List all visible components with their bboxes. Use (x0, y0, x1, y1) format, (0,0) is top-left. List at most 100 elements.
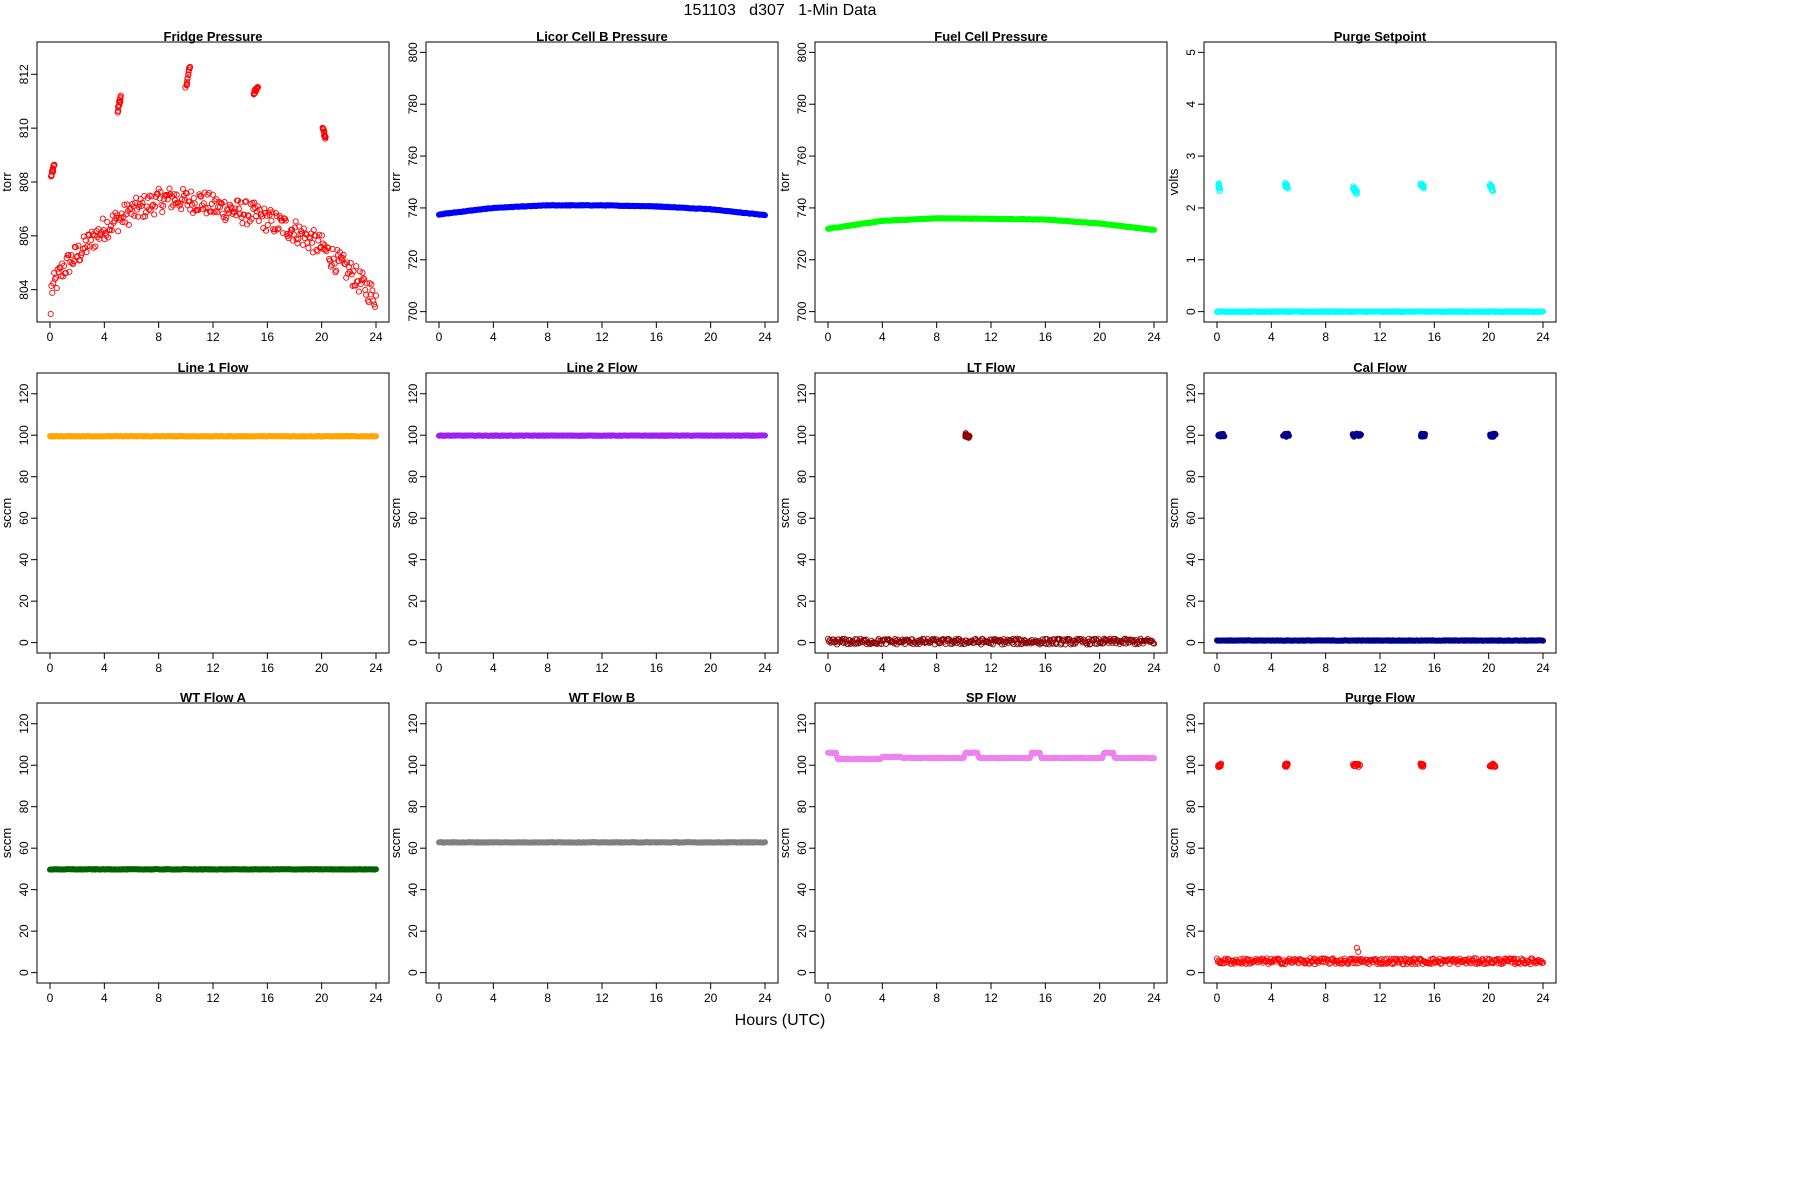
y-tick-label: 120 (17, 713, 31, 733)
y-tick-label: 120 (406, 383, 420, 403)
y-tick-label: 100 (406, 425, 420, 445)
x-tick-label: 4 (879, 661, 886, 675)
x-tick-label: 24 (1147, 330, 1161, 344)
data-point (170, 191, 178, 198)
data-point (369, 287, 376, 294)
data-point (359, 269, 366, 276)
data-point (157, 188, 164, 195)
data-point (175, 199, 182, 206)
data-point (316, 231, 323, 238)
y-tick-label: 804 (17, 279, 31, 299)
plot-frame (425, 372, 779, 654)
y-axis-label: sccm (1166, 828, 1181, 858)
y-tick-label: 20 (1184, 924, 1198, 938)
data-point (280, 230, 287, 237)
data-points (825, 749, 1158, 763)
y-tick-label: 760 (795, 146, 809, 166)
x-tick-label: 0 (47, 661, 54, 675)
data-point (248, 215, 255, 222)
y-tick-label: 20 (1184, 594, 1198, 608)
data-point (358, 277, 365, 284)
data-point (49, 289, 56, 296)
data-point (182, 189, 189, 196)
y-tick-label: 740 (406, 198, 420, 218)
data-point (236, 210, 243, 217)
y-tick-label: 700 (406, 301, 420, 321)
x-tick-label: 16 (1428, 991, 1442, 1005)
y-tick-label: 760 (406, 146, 420, 166)
data-point (282, 217, 289, 224)
y-tick-label: 80 (1184, 800, 1198, 814)
data-point (173, 191, 180, 198)
panel-title: LT Flow (967, 360, 1016, 375)
data-point (325, 244, 332, 251)
x-tick-label: 16 (261, 661, 275, 675)
y-tick-label: 40 (406, 883, 420, 897)
data-point (151, 211, 158, 218)
data-point (339, 254, 346, 261)
x-tick-label: 12 (1373, 991, 1387, 1005)
y-tick-label: 40 (1184, 883, 1198, 897)
data-point (350, 268, 357, 275)
data-point (60, 262, 68, 269)
data-point (1151, 755, 1158, 762)
panel-title: Line 2 Flow (567, 360, 639, 375)
y-axis-label: sccm (1166, 498, 1181, 528)
y-tick-label: 100 (1184, 755, 1198, 775)
x-tick-label: 24 (369, 330, 383, 344)
x-tick-label: 16 (650, 661, 664, 675)
data-point (323, 248, 330, 255)
data-point (78, 249, 86, 256)
data-point (340, 251, 347, 258)
data-point (305, 244, 312, 252)
data-point (69, 259, 76, 267)
data-point (254, 83, 261, 91)
y-tick-label: 60 (17, 511, 31, 525)
data-point (184, 202, 191, 209)
data-point (178, 206, 185, 213)
data-point (368, 281, 375, 288)
x-tick-label: 4 (1268, 661, 1275, 675)
y-tick-label: 60 (1184, 511, 1198, 525)
data-point (166, 185, 173, 192)
data-point (243, 198, 250, 205)
plot-frame (814, 41, 1168, 323)
y-tick-label: 20 (795, 924, 809, 938)
x-tick-label: 12 (595, 330, 609, 344)
x-tick-label: 4 (1268, 991, 1275, 1005)
data-point (184, 78, 191, 85)
y-axis-label: sccm (0, 498, 14, 528)
panel-title: Cal Flow (1353, 360, 1407, 375)
x-tick-label: 16 (650, 330, 664, 344)
y-tick-label: 2 (1184, 204, 1198, 211)
y-tick-label: 800 (406, 42, 420, 62)
data-point (254, 203, 261, 210)
y-tick-label: 80 (17, 800, 31, 814)
x-tick-label: 20 (704, 661, 718, 675)
y-axis-label: volts (1166, 168, 1181, 195)
data-point (355, 288, 362, 295)
data-point (191, 200, 198, 207)
data-point (179, 196, 186, 203)
y-tick-label: 780 (795, 94, 809, 114)
data-point (319, 240, 326, 247)
data-point (181, 197, 188, 204)
plot-frame (36, 372, 390, 654)
y-tick-label: 100 (406, 755, 420, 775)
plot-frame (814, 372, 1168, 654)
y-tick-label: 120 (795, 713, 809, 733)
x-tick-label: 0 (47, 330, 54, 344)
data-point (62, 269, 69, 277)
data-point (306, 234, 313, 241)
y-tick-label: 0 (17, 639, 31, 646)
data-point (310, 226, 317, 234)
data-point (159, 209, 166, 216)
x-tick-label: 20 (315, 991, 329, 1005)
data-point (1421, 433, 1428, 440)
data-point (344, 270, 352, 277)
y-tick-label: 80 (795, 800, 809, 814)
data-point (300, 225, 307, 232)
